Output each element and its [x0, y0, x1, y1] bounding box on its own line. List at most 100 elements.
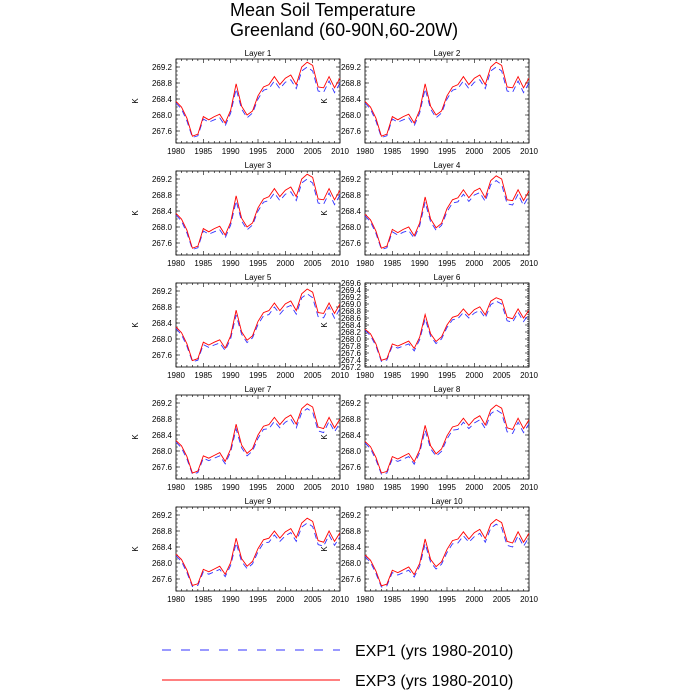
x-tick-label: 2000: [276, 371, 294, 380]
chart-title-line-1: Mean Soil Temperature: [230, 0, 416, 20]
y-axis-label: K: [320, 210, 329, 216]
plot-frame: [175, 170, 341, 256]
y-tick-label: 268.6: [341, 314, 362, 323]
y-tick-label: 269.2: [152, 287, 173, 296]
x-tick-label: 2005: [304, 147, 322, 156]
y-tick-label: 268.0: [341, 223, 362, 232]
x-tick-label: 1985: [383, 595, 401, 604]
y-tick-label: 268.4: [152, 207, 173, 216]
y-tick-label: 268.2: [341, 328, 362, 337]
legend-label-exp1: EXP1 (yrs 1980-2010): [355, 643, 513, 660]
x-tick-label: 1990: [222, 483, 240, 492]
x-tick-label: 1980: [356, 371, 374, 380]
series-line-exp3: [175, 61, 341, 137]
x-tick-label: 2000: [465, 595, 483, 604]
x-tick-label: 1980: [167, 483, 185, 492]
panel-4: Layer 4 K 1980 1985 1990 1995 2000 2005 2010 267.…: [320, 161, 538, 268]
x-tick-label: 1980: [356, 483, 374, 492]
x-tick-label: 2010: [331, 371, 349, 380]
plot-frame: [175, 58, 341, 144]
y-tick-label: 268.4: [341, 431, 362, 440]
y-tick-label: 268.0: [152, 559, 173, 568]
y-tick-label: 269.6: [341, 279, 362, 288]
y-tick-label: 269.2: [152, 399, 173, 408]
y-tick-label: 268.4: [152, 431, 173, 440]
y-tick-label: 267.6: [341, 127, 362, 136]
y-tick-label: 267.6: [152, 127, 173, 136]
y-tick-label: 268.8: [341, 191, 362, 200]
x-tick-label: 1985: [383, 371, 401, 380]
x-tick-label: 1985: [383, 483, 401, 492]
panel-title: Layer 2: [434, 49, 461, 58]
y-tick-label: 269.2: [152, 63, 173, 72]
x-tick-label: 2000: [465, 259, 483, 268]
x-tick-label: 2010: [520, 483, 538, 492]
y-tick-label: 268.8: [152, 191, 173, 200]
y-tick-label: 268.4: [152, 319, 173, 328]
y-tick-label: 268.0: [152, 223, 173, 232]
x-tick-label: 2005: [493, 595, 511, 604]
y-axis-label: K: [320, 434, 329, 440]
series-line-exp3: [364, 404, 530, 474]
series-line-exp3: [364, 518, 530, 587]
x-tick-label: 1995: [249, 595, 267, 604]
y-tick-label: 268.0: [341, 335, 362, 344]
y-axis-label: K: [131, 322, 140, 328]
series-line-exp3: [364, 297, 530, 361]
x-tick-label: 1985: [194, 483, 212, 492]
series-line-exp3: [175, 403, 341, 474]
y-tick-label: 269.2: [152, 175, 173, 184]
x-tick-label: 1995: [438, 595, 456, 604]
chart-title-line-2: Greenland (60-90N,60-20W): [230, 20, 458, 40]
x-tick-label: 2010: [331, 147, 349, 156]
y-tick-label: 268.4: [152, 95, 173, 104]
y-tick-label: 269.2: [152, 511, 173, 520]
y-tick-label: 267.8: [341, 342, 362, 351]
y-tick-label: 268.4: [341, 95, 362, 104]
x-tick-label: 2000: [276, 147, 294, 156]
y-tick-label: 269.2: [341, 399, 362, 408]
y-tick-label: 268.0: [152, 447, 173, 456]
panel-title: Layer 3: [245, 161, 272, 170]
y-tick-label: 268.0: [152, 335, 173, 344]
y-axis-label: K: [131, 434, 140, 440]
y-tick-label: 268.4: [341, 321, 362, 330]
panel-9: Layer 9 K 1980 1985 1990 1995 2000 2005 2010 267.…: [131, 497, 349, 604]
x-tick-label: 2010: [331, 595, 349, 604]
plot-frame: [364, 58, 530, 144]
y-tick-label: 269.2: [341, 293, 362, 302]
x-tick-label: 2000: [465, 147, 483, 156]
y-tick-label: 267.6: [152, 463, 173, 472]
x-tick-label: 1980: [167, 595, 185, 604]
x-tick-label: 2000: [465, 371, 483, 380]
x-tick-label: 1985: [194, 259, 212, 268]
x-tick-label: 2000: [276, 483, 294, 492]
y-tick-label: 267.6: [341, 349, 362, 358]
series-line-exp1: [364, 300, 530, 362]
y-tick-label: 267.2: [341, 363, 362, 372]
series-line-exp1: [364, 523, 530, 588]
x-tick-label: 1990: [411, 483, 429, 492]
x-tick-label: 1980: [167, 371, 185, 380]
x-tick-label: 2005: [304, 595, 322, 604]
series-line-exp3: [364, 175, 530, 249]
x-tick-label: 1985: [194, 595, 212, 604]
y-tick-label: 269.2: [341, 63, 362, 72]
series-line-exp1: [175, 66, 341, 138]
y-tick-label: 268.8: [152, 527, 173, 536]
x-tick-label: 1985: [194, 371, 212, 380]
y-tick-label: 267.6: [152, 575, 173, 584]
series-line-exp3: [175, 288, 341, 362]
x-tick-label: 1995: [438, 259, 456, 268]
panel-8: Layer 8 K 1980 1985 1990 1995 2000 2005 2010 267.…: [320, 385, 538, 492]
y-axis-label: K: [131, 546, 140, 552]
panel-7: Layer 7 K 1980 1985 1990 1995 2000 2005 2010 267.…: [131, 385, 349, 492]
y-axis-label: K: [320, 322, 329, 328]
series-line-exp1: [175, 522, 341, 588]
x-tick-label: 1980: [167, 259, 185, 268]
x-tick-label: 1990: [222, 147, 240, 156]
x-tick-label: 1995: [438, 371, 456, 380]
